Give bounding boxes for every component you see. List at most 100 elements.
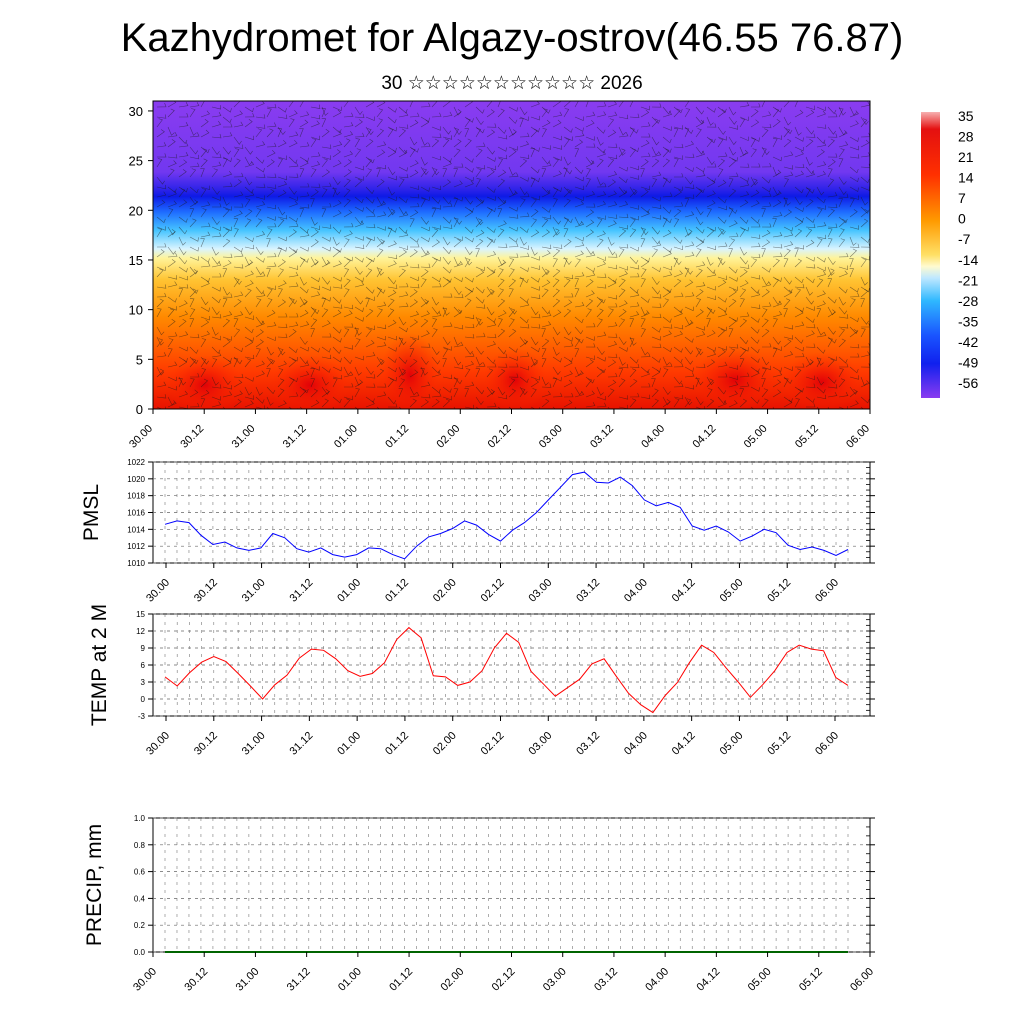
wind-barb <box>167 108 175 118</box>
wind-barb <box>212 203 222 208</box>
wind-barb <box>596 176 604 186</box>
wind-barb <box>464 360 474 368</box>
wind-barb <box>849 166 859 174</box>
wind-barb <box>552 268 561 278</box>
wind-barb <box>728 158 737 168</box>
wind-barb <box>310 135 320 141</box>
wind-barb <box>563 326 572 336</box>
wind-barb <box>189 162 200 168</box>
wind-barb <box>167 132 178 138</box>
wind-barb <box>684 396 693 406</box>
wind-barb <box>827 168 833 178</box>
x-tick-label: 30.12 <box>192 577 220 605</box>
colorbar-label: -42 <box>958 334 978 350</box>
wind-barb <box>233 311 244 318</box>
wind-barb <box>387 376 397 382</box>
wind-barb <box>431 356 441 365</box>
wind-barb <box>222 196 230 206</box>
wind-barb <box>321 308 329 318</box>
wind-barb <box>596 346 605 356</box>
y-tick-label: 9 <box>141 644 146 653</box>
wind-barb <box>519 226 529 233</box>
wind-barb <box>717 346 727 351</box>
wind-barb <box>156 298 164 308</box>
wind-barb <box>343 209 353 218</box>
wind-barb <box>167 229 176 238</box>
wind-barb <box>442 126 451 135</box>
wind-barb <box>552 188 559 198</box>
wind-barb <box>695 406 705 409</box>
wind-barb <box>596 111 607 118</box>
wind-barb <box>387 228 393 238</box>
wind-barb <box>750 291 761 298</box>
wind-barb <box>200 356 209 365</box>
wind-barb <box>321 169 331 178</box>
wind-barb <box>684 126 694 135</box>
wind-barb <box>288 118 295 128</box>
wind-barb <box>607 154 618 160</box>
wind-barb <box>596 182 607 188</box>
wind-barb <box>508 328 517 338</box>
wind-barb <box>805 171 816 178</box>
wind-barb <box>277 259 286 268</box>
wind-barb <box>387 240 397 248</box>
wind-barb <box>321 320 331 328</box>
wind-barb <box>365 383 376 388</box>
wind-barb <box>761 123 772 129</box>
wind-barb <box>585 219 595 228</box>
wind-barb <box>585 298 594 308</box>
wind-barb <box>332 226 342 234</box>
wind-barb <box>376 301 387 308</box>
wind-barb <box>717 311 728 318</box>
wind-barb <box>662 158 671 168</box>
wind-barb <box>156 338 163 348</box>
wind-barb <box>728 156 738 162</box>
wind-barb <box>805 343 816 348</box>
wind-barb <box>761 308 768 318</box>
y-tick-label: 25 <box>129 154 143 169</box>
wind-barb <box>211 133 222 139</box>
wind-barb <box>486 129 496 138</box>
wind-barb <box>629 228 637 238</box>
wind-barb <box>156 158 163 168</box>
x-tick-label: 05.12 <box>765 577 793 605</box>
wind-barb <box>849 375 860 380</box>
wind-barb <box>156 216 166 224</box>
wind-barb <box>222 228 230 238</box>
wind-barb <box>409 289 418 298</box>
wind-barb <box>387 403 398 408</box>
wind-barb <box>728 298 737 308</box>
wind-barb <box>629 378 638 388</box>
wind-barb <box>343 112 354 118</box>
wind-barb <box>607 372 618 378</box>
wind-barb <box>167 126 175 136</box>
wind-barb <box>684 198 690 208</box>
wind-barb <box>266 142 277 148</box>
wind-barb <box>233 136 242 145</box>
wind-barb <box>255 246 264 256</box>
wind-barb <box>453 260 463 268</box>
wind-barb <box>629 311 640 318</box>
wind-barb <box>354 266 363 275</box>
wind-barb <box>299 296 308 306</box>
wind-barb <box>794 150 804 158</box>
wind-barb <box>618 148 626 158</box>
wind-barb <box>662 218 668 228</box>
wind-barb <box>321 188 328 198</box>
wind-barb <box>189 269 198 278</box>
wind-barb <box>442 196 452 205</box>
wind-barb <box>783 298 791 308</box>
colorbar-label: -7 <box>958 231 971 247</box>
wind-barb <box>266 122 277 128</box>
x-tick-label: 04.00 <box>622 730 650 758</box>
wind-barb <box>211 111 222 118</box>
wind-barb <box>706 376 715 386</box>
wind-barb <box>739 358 745 368</box>
wind-barb <box>332 186 341 196</box>
wind-barb <box>552 258 558 268</box>
wind-barb <box>541 306 551 315</box>
wind-barb <box>849 268 854 278</box>
wind-barb <box>189 346 199 354</box>
wind-barb <box>453 341 464 348</box>
wind-barb <box>519 186 528 196</box>
